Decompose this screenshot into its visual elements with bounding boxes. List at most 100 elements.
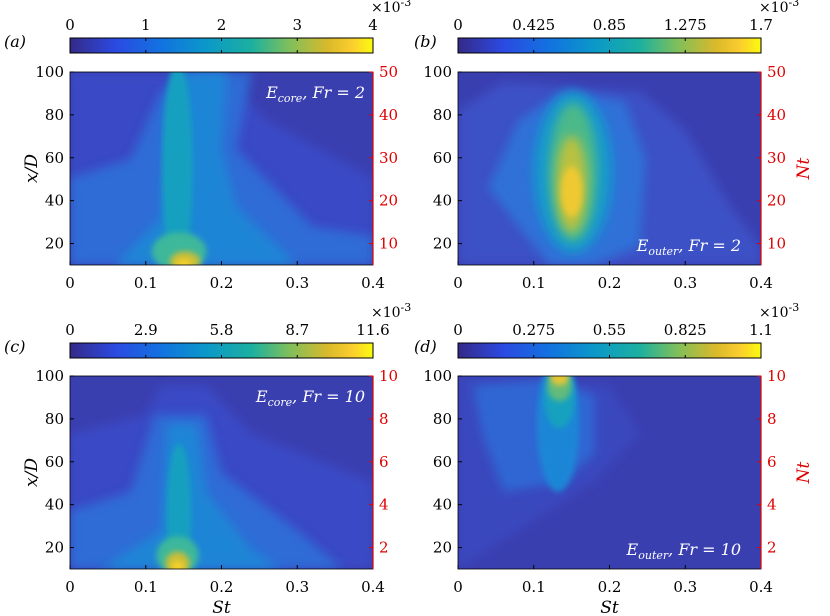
y-tick-label: 60 <box>433 149 452 167</box>
y-tick-label: 60 <box>45 453 64 471</box>
colorbar-tick-label: 0 <box>65 16 75 34</box>
colorbar-multiplier: ×10-3 <box>759 301 799 321</box>
panel-annotation: Ecore, Fr = 2 <box>265 83 365 105</box>
heatmap-field <box>458 72 761 265</box>
y2-axis-label: Nt <box>794 157 814 180</box>
panel-annotation: Eouter, Fr = 10 <box>626 540 741 562</box>
x-tick-label: 0.3 <box>673 578 697 596</box>
colorbar-tick-label: 4 <box>368 16 378 34</box>
y2-axis-label: Nt <box>794 461 814 484</box>
y-tick-label: 20 <box>45 235 64 253</box>
y2-tick-label: 50 <box>767 63 786 81</box>
heatmap-field <box>70 72 373 265</box>
y-axis-label: x/D <box>22 458 42 487</box>
x-tick-label: 0.1 <box>134 274 158 292</box>
panel-b: 0 0.425 0.85 1.275 1.7×10-3 0 0.1 0.2 0.3 0.4 20 40… <box>414 0 814 292</box>
y2-tick-label: 4 <box>379 496 389 514</box>
x-tick-label: 0.4 <box>749 274 773 292</box>
x-tick-label: 0 <box>453 274 463 292</box>
y-tick-label: 100 <box>423 63 452 81</box>
y-tick-label: 40 <box>45 192 64 210</box>
panel-label: (b) <box>414 32 437 51</box>
panel-a: 0 1 2 3 4×10-3 0 0.1 0.2 0.3 0.4 20 40 60 80 100 10 20 30… <box>4 0 411 292</box>
y-tick-label: 20 <box>433 235 452 253</box>
y-tick-label: 40 <box>433 496 452 514</box>
y-tick-label: 60 <box>45 149 64 167</box>
x-tick-label: 0 <box>65 578 75 596</box>
y-tick-label: 60 <box>433 453 452 471</box>
x-tick-label: 0.2 <box>210 274 234 292</box>
x-tick-label: 0.2 <box>210 578 234 596</box>
colorbar-tick-label: 1.275 <box>664 16 707 34</box>
y2-tick-label: 10 <box>379 235 398 253</box>
colorbar-tick-label: 0.55 <box>593 321 626 339</box>
colorbar-multiplier: ×10-3 <box>371 0 411 16</box>
panel-d: 0 0.275 0.55 0.825 1.1×10-3 0 0.1 0.2 0.3 0.4 20 40… <box>414 301 814 616</box>
y-tick-label: 80 <box>45 410 64 428</box>
x-tick-label: 0.1 <box>522 578 546 596</box>
colorbar-tick-label: 0.425 <box>512 16 555 34</box>
colorbar-tick-label: 2 <box>217 16 227 34</box>
heatmap-contour <box>171 561 184 569</box>
y2-tick-label: 20 <box>379 192 398 210</box>
x-tick-label: 0.1 <box>134 578 158 596</box>
heatmap-contour <box>561 166 583 217</box>
colorbar-tick-label: 1.7 <box>749 16 773 34</box>
x-tick-label: 0.3 <box>285 274 309 292</box>
x-tick-label: 0 <box>453 578 463 596</box>
heatmap-contour <box>550 376 569 386</box>
y2-tick-label: 6 <box>767 453 777 471</box>
colorbar-tick-label: 0.275 <box>512 321 555 339</box>
y2-tick-label: 6 <box>379 453 389 471</box>
y-tick-label: 100 <box>423 367 452 385</box>
x-axis-label: St <box>600 598 619 616</box>
y-tick-label: 40 <box>45 496 64 514</box>
panel-label: (c) <box>4 337 25 356</box>
x-tick-label: 0.3 <box>285 578 309 596</box>
y2-tick-label: 30 <box>767 149 786 167</box>
colorbar-tick-label: 8.7 <box>285 321 309 339</box>
x-tick-label: 0.1 <box>522 274 546 292</box>
y-tick-label: 100 <box>35 63 64 81</box>
colorbar-tick-label: 5.8 <box>210 321 234 339</box>
x-tick-label: 0.4 <box>361 274 385 292</box>
heatmap-field <box>458 376 761 569</box>
colorbar-tick-label: 0.85 <box>593 16 626 34</box>
colorbar-multiplier: ×10-3 <box>759 0 799 16</box>
x-axis-label: St <box>212 598 231 616</box>
colorbar-tick-label: 2.9 <box>134 321 158 339</box>
colorbar-tick-label: 0.825 <box>664 321 707 339</box>
x-tick-label: 0.3 <box>673 274 697 292</box>
y2-tick-label: 10 <box>379 367 398 385</box>
y-axis-label: x/D <box>22 154 42 183</box>
y-tick-label: 20 <box>433 539 452 557</box>
y2-tick-label: 50 <box>379 63 398 81</box>
heatmap-contour <box>100 424 283 569</box>
panel-c: 0 2.9 5.8 8.7 11.6×10-3 0 0.1 0.2 0.3 0.4 20 40 60 80… <box>4 301 411 616</box>
x-tick-label: 0.4 <box>361 578 385 596</box>
y2-tick-label: 4 <box>767 496 777 514</box>
colorbar-multiplier: ×10-3 <box>371 301 411 321</box>
colorbar-tick-label: 11.6 <box>356 321 389 339</box>
y-tick-label: 80 <box>45 106 64 124</box>
colorbar-tick-label: 0 <box>453 16 463 34</box>
heatmap-contour <box>115 72 298 265</box>
colorbar-tick-label: 1 <box>141 16 151 34</box>
colorbar-tick-label: 1.1 <box>749 321 773 339</box>
panel-label: (a) <box>4 32 26 51</box>
colorbar-tick-label: 3 <box>292 16 302 34</box>
x-tick-label: 0.4 <box>749 578 773 596</box>
heatmap-contour <box>176 259 192 265</box>
colorbar-tick-label: 0 <box>453 321 463 339</box>
y2-tick-label: 8 <box>767 410 777 428</box>
y2-tick-label: 10 <box>767 367 786 385</box>
y2-tick-label: 2 <box>767 539 777 557</box>
y2-tick-label: 40 <box>767 106 786 124</box>
panel-label: (d) <box>414 337 437 356</box>
panel-annotation: Eouter, Fr = 2 <box>636 236 741 258</box>
y2-tick-label: 2 <box>379 539 389 557</box>
y2-tick-label: 8 <box>379 410 389 428</box>
y-tick-label: 100 <box>35 367 64 385</box>
y2-tick-label: 20 <box>767 192 786 210</box>
